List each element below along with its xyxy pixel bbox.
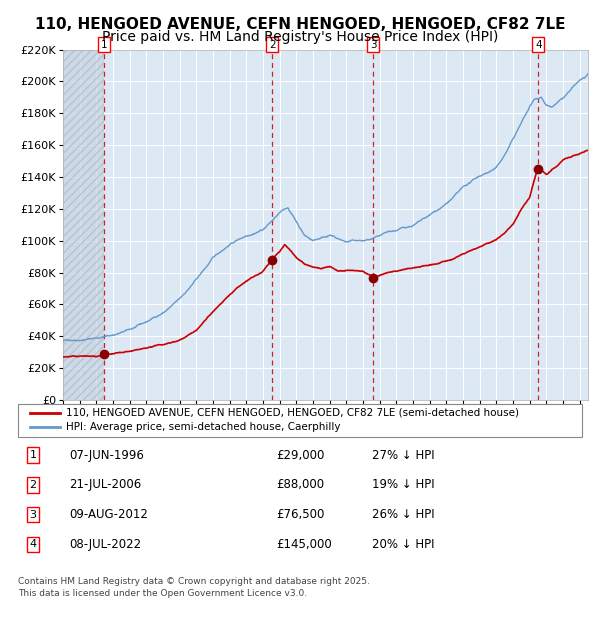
Text: £145,000: £145,000 (276, 538, 332, 551)
Text: 4: 4 (29, 539, 37, 549)
Text: 26% ↓ HPI: 26% ↓ HPI (372, 508, 434, 521)
Text: 2: 2 (269, 40, 275, 50)
Text: 19% ↓ HPI: 19% ↓ HPI (372, 479, 434, 491)
Text: 27% ↓ HPI: 27% ↓ HPI (372, 449, 434, 461)
Text: 20% ↓ HPI: 20% ↓ HPI (372, 538, 434, 551)
Text: 21-JUL-2006: 21-JUL-2006 (69, 479, 141, 491)
Text: £88,000: £88,000 (276, 479, 324, 491)
Text: Price paid vs. HM Land Registry's House Price Index (HPI): Price paid vs. HM Land Registry's House … (102, 30, 498, 44)
Text: HPI: Average price, semi-detached house, Caerphilly: HPI: Average price, semi-detached house,… (66, 422, 341, 432)
Text: 1: 1 (100, 40, 107, 50)
Text: 07-JUN-1996: 07-JUN-1996 (69, 449, 144, 461)
Text: 08-JUL-2022: 08-JUL-2022 (69, 538, 141, 551)
Text: 09-AUG-2012: 09-AUG-2012 (69, 508, 148, 521)
Text: 2: 2 (29, 480, 37, 490)
Text: 1: 1 (29, 450, 37, 460)
Text: 3: 3 (370, 40, 376, 50)
Text: £29,000: £29,000 (276, 449, 325, 461)
Text: 4: 4 (535, 40, 542, 50)
Text: Contains HM Land Registry data © Crown copyright and database right 2025.: Contains HM Land Registry data © Crown c… (18, 577, 370, 586)
Text: 110, HENGOED AVENUE, CEFN HENGOED, HENGOED, CF82 7LE: 110, HENGOED AVENUE, CEFN HENGOED, HENGO… (35, 17, 565, 32)
Text: 110, HENGOED AVENUE, CEFN HENGOED, HENGOED, CF82 7LE (semi-detached house): 110, HENGOED AVENUE, CEFN HENGOED, HENGO… (66, 408, 519, 418)
Text: 3: 3 (29, 510, 37, 520)
Text: This data is licensed under the Open Government Licence v3.0.: This data is licensed under the Open Gov… (18, 589, 307, 598)
Text: £76,500: £76,500 (276, 508, 325, 521)
Bar (63, 50, 104, 400)
